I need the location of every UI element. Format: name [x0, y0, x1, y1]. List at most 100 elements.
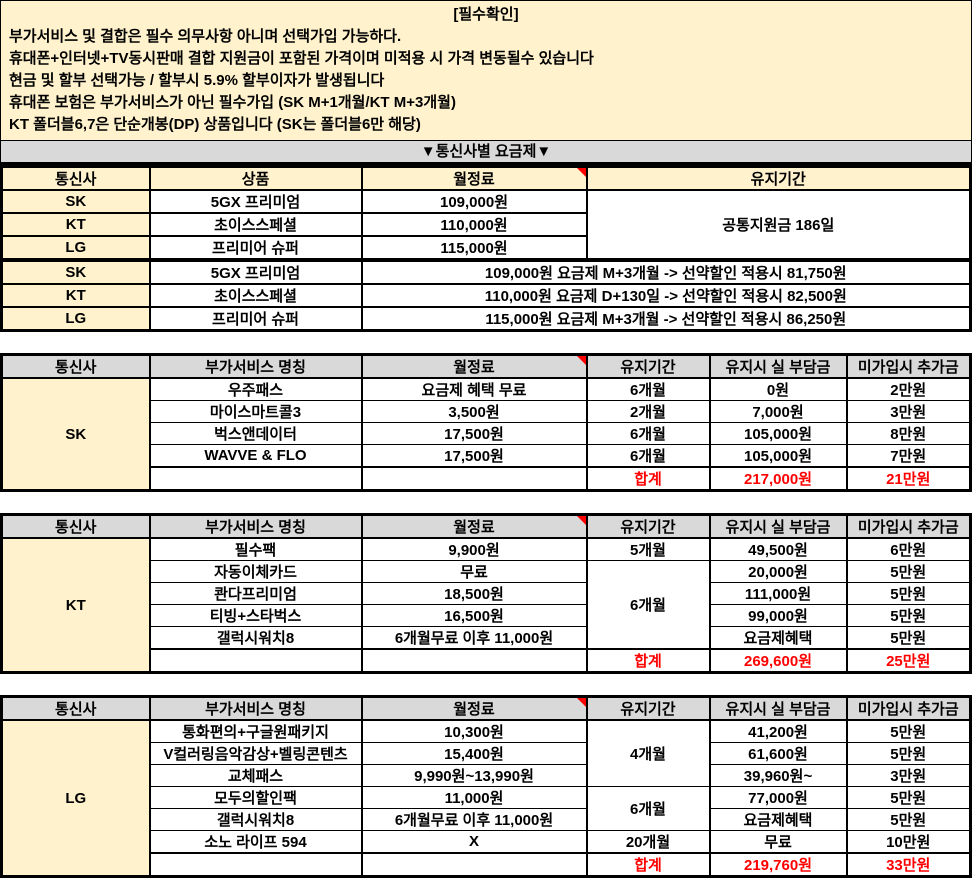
service-cell: 소노 라이프 594 [148, 830, 363, 854]
service-cell: 모두의할인팩 [148, 786, 363, 809]
product-cell: 초이스스페셜 [148, 212, 363, 237]
service-cell: WAVVE & FLO [148, 444, 363, 468]
service-cell: 우주패스 [148, 377, 363, 401]
discount-detail-cell: 109,000원 요금제 M+3개월 -> 선약할인 적용시 81,750원 [360, 258, 972, 285]
fee-cell: 9,900원 [360, 537, 588, 561]
col-header-period: 유지기간 [585, 165, 972, 191]
total-cost-cell: 269,600원 [708, 648, 848, 673]
carrier-cell: KT [0, 537, 151, 674]
extra-cell: 7만원 [845, 444, 972, 468]
extra-cell: 5만원 [845, 604, 972, 627]
table-row: 갤럭시워치8 6개월무료 이후 11,000원 요금제혜택 5만원 [2, 808, 972, 831]
extra-cell: 5만원 [845, 626, 972, 650]
product-cell: 프리미어 슈퍼 [148, 306, 363, 332]
service-cell: 필수팩 [148, 537, 363, 561]
empty-cell [148, 648, 363, 673]
col-header-extra: 미가입시 추가금 [845, 513, 972, 539]
carrier-plans-table: 통신사 상품 월정료 유지기간 SK 5GX 프리미엄 109,000원 공통지… [0, 165, 972, 332]
carrier-cell: LG [0, 306, 151, 332]
extra-cell: 5만원 [845, 582, 972, 605]
col-header-service: 부가서비스 명칭 [148, 353, 363, 379]
comment-indicator-icon [576, 356, 585, 365]
col-header-carrier: 통신사 [0, 513, 151, 539]
period-cell: 6개월 [585, 377, 711, 401]
fee-cell: 17,500원 [360, 444, 588, 468]
fee-cell: 16,500원 [360, 604, 588, 627]
fee-cell: 6개월무료 이후 11,000원 [360, 626, 588, 650]
total-extra-cell: 21만원 [845, 466, 972, 491]
fee-cell: 10,300원 [360, 719, 588, 743]
notice-line: KT 폴더블6,7은 단순개봉(DP) 상품입니다 (SK는 폴더블6만 해당) [9, 116, 421, 133]
cost-cell: 61,600원 [708, 742, 848, 765]
col-header-period: 유지기간 [585, 353, 711, 379]
service-cell: 통화편의+구글원패키지 [148, 719, 363, 743]
table-row: 교체패스 9,990원~13,990원 39,960원~ 3만원 [2, 764, 972, 787]
extra-cell: 5만원 [845, 560, 972, 583]
total-extra-cell: 33만원 [845, 852, 972, 877]
table-header-row: 통신사 부가서비스 명칭 월정료 유지기간 유지시 실 부담금 미가입시 추가금 [0, 353, 972, 379]
empty-cell [360, 466, 588, 491]
fee-cell: 6개월무료 이후 11,000원 [360, 808, 588, 831]
total-cost-cell: 217,000원 [708, 466, 848, 491]
table-header-row: 통신사 부가서비스 명칭 월정료 유지기간 유지시 실 부담금 미가입시 추가금 [0, 695, 972, 721]
notice-line: 휴대폰 보험은 부가서비스가 아닌 필수가입 (SK M+1개월/KT M+3개… [9, 94, 456, 111]
col-header-period: 유지기간 [585, 695, 711, 721]
service-cell: 티빙+스타벅스 [148, 604, 363, 627]
total-row: 합계 217,000원 21만원 [2, 466, 972, 491]
carrier-cell: KT [0, 283, 151, 308]
comment-indicator-icon [576, 698, 585, 707]
table-row: WAVVE & FLO 17,500원 6개월 105,000원 7만원 [2, 444, 972, 468]
cost-cell: 105,000원 [708, 444, 848, 468]
extra-cell: 5만원 [845, 719, 972, 743]
fee-cell: 무료 [360, 560, 588, 583]
fee-cell: 115,000원 [360, 235, 588, 261]
notice-line: 휴대폰+인터넷+TV동시판매 결합 지원금이 포함된 가격이며 미적용 시 가격… [9, 50, 594, 67]
cost-cell: 20,000원 [708, 560, 848, 583]
carrier-cell: SK [0, 377, 151, 492]
period-cell: 6개월 [585, 422, 711, 445]
fee-cell: 11,000원 [360, 786, 588, 809]
total-row: 합계 269,600원 25만원 [2, 648, 972, 673]
period-cell: 6개월 [585, 560, 711, 650]
col-header-product: 상품 [148, 165, 363, 191]
table-row: LG 프리미어 슈퍼 115,000원 [0, 235, 971, 261]
table-row: KT 필수팩 9,900원 5개월 49,500원 6만원 [0, 537, 972, 674]
total-label-cell: 합계 [585, 466, 711, 491]
table-row: 소노 라이프 594 X 20개월 무료 10만원 [2, 830, 972, 854]
col-header-cost: 유지시 실 부담금 [708, 513, 848, 539]
table-row: KT 초이스스페셜 110,000원 요금제 D+130일 -> 선약할인 적용… [0, 283, 972, 308]
carrier-cell: LG [0, 719, 151, 878]
table-row: 티빙+스타벅스 16,500원 99,000원 5만원 [2, 604, 972, 627]
lg-addon-table: 통신사 부가서비스 명칭 월정료 유지기간 유지시 실 부담금 미가입시 추가금… [0, 695, 972, 878]
service-cell: V컬러링음악감상+벨링콘텐츠 [148, 742, 363, 765]
service-cell: 자동이체카드 [148, 560, 363, 583]
cost-cell: 요금제혜택 [708, 626, 848, 650]
extra-cell: 8만원 [845, 422, 972, 445]
fee-cell: 15,400원 [360, 742, 588, 765]
extra-cell: 5만원 [845, 808, 972, 831]
cost-cell: 요금제혜택 [708, 808, 848, 831]
fee-cell: 3,500원 [360, 400, 588, 423]
cost-cell: 49,500원 [708, 537, 848, 561]
cost-cell: 99,000원 [708, 604, 848, 627]
kt-addon-table: 통신사 부가서비스 명칭 월정료 유지기간 유지시 실 부담금 미가입시 추가금… [0, 513, 972, 674]
fee-cell: 17,500원 [360, 422, 588, 445]
table-row: 벅스앤데이터 17,500원 6개월 105,000원 8만원 [2, 422, 972, 445]
col-header-fee: 월정료 [360, 695, 588, 721]
notice-line: 부가서비스 및 결합은 필수 의무사항 아니며 선택가입 가능하다. [9, 28, 402, 45]
col-header-carrier: 통신사 [0, 353, 151, 379]
cost-cell: 41,200원 [708, 719, 848, 743]
table-row: SK 우주패스 요금제 혜택 무료 6개월 0원 2만원 [0, 377, 972, 492]
col-header-fee: 월정료 [360, 513, 588, 539]
carrier-cell: KT [0, 212, 151, 237]
extra-cell: 5만원 [845, 786, 972, 809]
cost-cell: 0원 [708, 377, 848, 401]
extra-cell: 3만원 [845, 764, 972, 787]
col-header-cost: 유지시 실 부담금 [708, 695, 848, 721]
total-label-cell: 합계 [585, 852, 711, 877]
col-header-period: 유지기간 [585, 513, 711, 539]
table-row: LG 프리미어 슈퍼 115,000원 요금제 M+3개월 -> 선약할인 적용… [0, 306, 972, 332]
fee-cell: 18,500원 [360, 582, 588, 605]
period-cell: 6개월 [585, 444, 711, 468]
total-cost-cell: 219,760원 [708, 852, 848, 877]
